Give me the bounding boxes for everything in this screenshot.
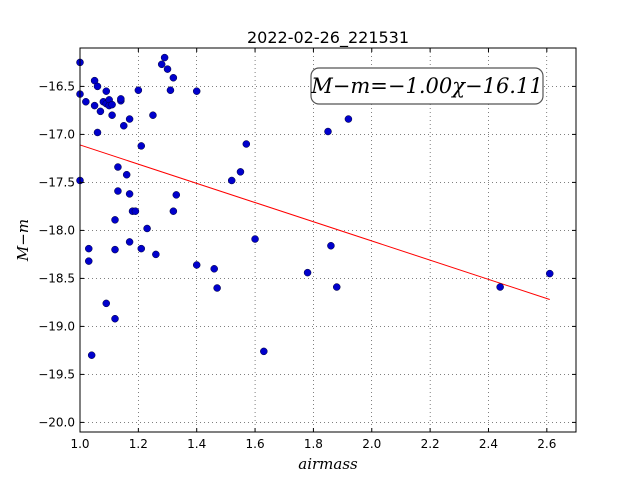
data-point bbox=[90, 101, 99, 110]
annotation-text: M−m=−1.00χ−16.11 bbox=[310, 74, 542, 98]
data-point bbox=[303, 268, 312, 277]
data-point bbox=[169, 74, 178, 82]
y-tick-label: −18.5 bbox=[38, 271, 75, 285]
data-point bbox=[260, 347, 268, 356]
y-tick-label: −19.5 bbox=[38, 367, 75, 381]
x-tick-label: 2.0 bbox=[362, 437, 381, 451]
data-point bbox=[545, 269, 554, 278]
x-axis-label: airmass bbox=[298, 455, 358, 473]
data-point bbox=[213, 284, 221, 292]
data-point bbox=[149, 111, 157, 119]
plot-frame bbox=[79, 47, 577, 433]
y-axis-label: M−m bbox=[14, 219, 32, 262]
data-point bbox=[111, 216, 119, 224]
data-point bbox=[210, 265, 218, 273]
x-tick-label: 2.6 bbox=[537, 437, 556, 451]
data-point bbox=[93, 128, 102, 137]
data-point bbox=[114, 187, 122, 195]
y-tick-label: −19.0 bbox=[38, 319, 75, 333]
data-point bbox=[152, 250, 160, 259]
y-tick-label: −18.0 bbox=[38, 223, 75, 237]
y-tick-label: −16.5 bbox=[38, 79, 75, 93]
chart-title: 2022-02-26_221531 bbox=[247, 28, 409, 48]
data-point bbox=[93, 82, 102, 91]
annotation-box bbox=[310, 67, 544, 105]
fit-line-group bbox=[79, 144, 550, 300]
data-point bbox=[251, 235, 259, 243]
fit-line bbox=[79, 144, 550, 300]
x-tick-label: 2.2 bbox=[421, 437, 440, 451]
data-point bbox=[134, 86, 143, 94]
data-points bbox=[76, 53, 554, 359]
data-point bbox=[85, 244, 93, 253]
x-tick-label: 1.6 bbox=[246, 437, 265, 451]
data-point bbox=[85, 257, 93, 265]
data-point bbox=[242, 140, 251, 148]
data-point bbox=[102, 299, 111, 308]
data-point bbox=[125, 115, 134, 123]
data-point bbox=[82, 98, 90, 106]
data-point bbox=[160, 53, 169, 62]
data-point bbox=[236, 168, 245, 176]
data-point bbox=[117, 95, 125, 103]
x-tick-label: 1.8 bbox=[304, 437, 323, 451]
data-point bbox=[227, 176, 236, 185]
data-point bbox=[125, 190, 134, 198]
x-tick-label: 2.4 bbox=[479, 437, 498, 451]
data-point bbox=[344, 115, 353, 123]
data-point bbox=[122, 170, 131, 179]
data-point bbox=[192, 87, 201, 95]
data-point bbox=[96, 107, 105, 116]
data-point bbox=[87, 351, 96, 359]
data-point bbox=[137, 244, 146, 253]
data-point bbox=[192, 261, 201, 269]
data-point bbox=[324, 127, 332, 136]
data-point bbox=[333, 283, 341, 291]
x-tick-label: 1.4 bbox=[187, 437, 206, 451]
data-point bbox=[166, 86, 175, 94]
axis-ticks: 1.0 1.2 1.4 1.6 1.8 2.0 2.2 2.4 2.6 −16.5 −17.0 −17… bbox=[38, 48, 576, 451]
data-point bbox=[169, 207, 178, 215]
fit-annotation: M−m=−1.00χ−16.11 bbox=[310, 67, 544, 105]
data-point bbox=[163, 65, 172, 73]
data-point bbox=[111, 314, 119, 323]
data-point bbox=[496, 283, 504, 291]
x-tick-label: 1.0 bbox=[70, 437, 89, 451]
y-tick-label: −17.0 bbox=[38, 127, 75, 141]
data-point bbox=[131, 207, 140, 215]
data-point bbox=[114, 163, 122, 171]
data-point bbox=[111, 245, 119, 254]
grid bbox=[79, 48, 576, 432]
data-point bbox=[108, 100, 116, 109]
x-tick-label: 1.2 bbox=[129, 437, 148, 451]
data-point bbox=[157, 60, 166, 69]
data-point bbox=[327, 242, 335, 250]
data-point bbox=[137, 142, 146, 150]
y-tick-label: −17.5 bbox=[38, 175, 75, 189]
data-point bbox=[120, 122, 128, 130]
data-point bbox=[143, 224, 151, 233]
data-point bbox=[172, 191, 181, 199]
data-point bbox=[108, 111, 116, 119]
data-point bbox=[125, 238, 134, 246]
data-point bbox=[102, 87, 111, 95]
y-tick-label: −20.0 bbox=[38, 415, 75, 429]
